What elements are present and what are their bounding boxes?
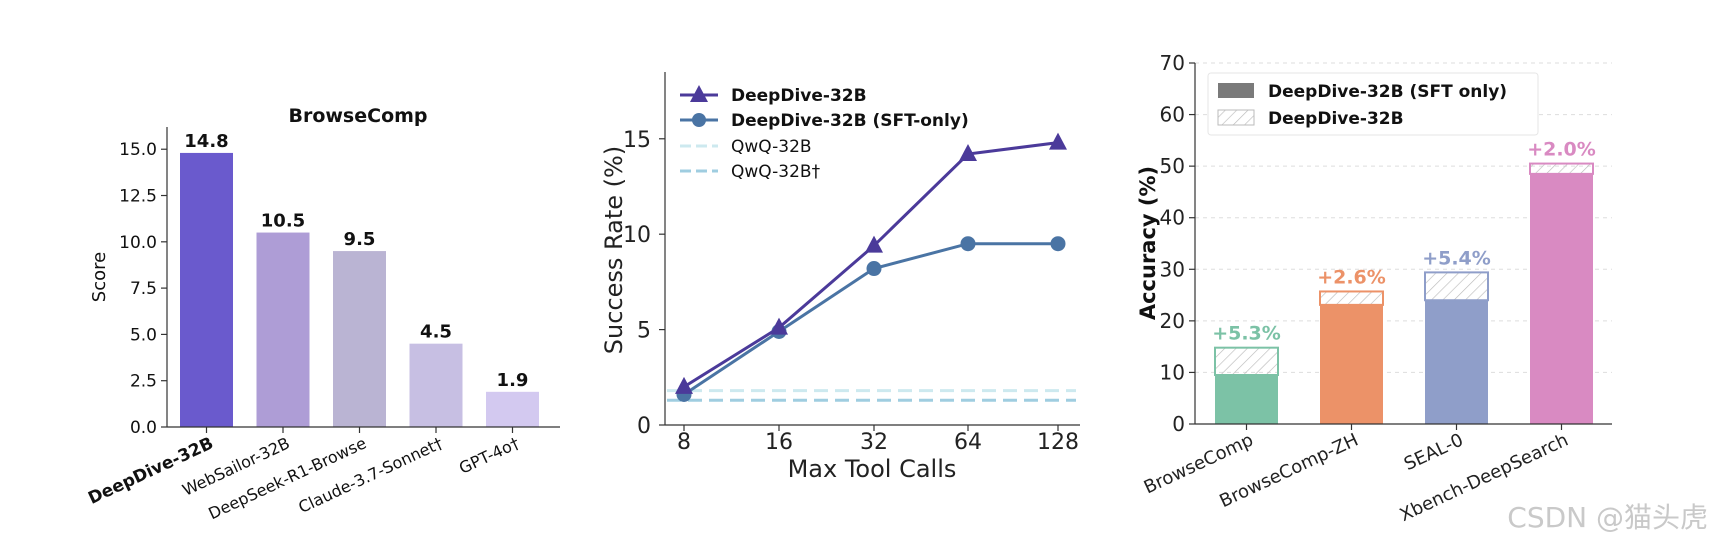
chart-1-y-ticks: 0.0 2.5 5.0 7.5 10.0 12.5 15.0 [119,140,167,438]
chart-2-x-tick-label: 128 [1037,430,1079,455]
chart-2-x-tick-label: 16 [765,430,793,455]
chart-1-y-tick-label: 2.5 [130,372,157,392]
chart-3-legend: DeepDive-32B (SFT only) DeepDive-32B [1207,72,1539,136]
chart-3-bar-sft-only [1425,300,1488,424]
chart-3-bar-sft-only [1320,304,1383,424]
chart-1-x-tick-label: GPT-4o† [456,433,522,477]
chart-3-legend-label: DeepDive-32B (SFT only) [1268,82,1507,102]
chart-3-gain-labels: +5.3% +2.6% +5.4% +2.0% [1212,139,1596,345]
chart-2-point-triangle [1049,132,1067,150]
chart-3-y-tick-label: 10 [1160,360,1185,384]
chart-2-point-circle [1050,236,1066,252]
chart-2-y-tick-label: 10 [623,223,651,248]
chart-2-x-tick-label: 32 [860,430,888,455]
chart-1-y-tick-label: 12.5 [119,187,157,207]
chart-1-x-tick-label: DeepDive-32B [85,433,216,508]
chart-3-bar-gain [1529,162,1594,175]
chart-1-bar [333,251,386,427]
chart-3-bar-gain [1319,290,1384,306]
panel-browsecomp-bar-chart: BrowseComp Score 0.0 2.5 5.0 7.5 10.0 12.5 15.… [85,105,560,523]
chart-2-series [667,132,1076,402]
chart-3-bars [1214,162,1594,424]
chart-3-gain-label: +2.6% [1317,266,1386,288]
chart-3-legend-swatch-hatched [1217,109,1255,126]
chart-1-bar [409,343,463,427]
chart-1-bar [256,232,310,427]
chart-2-y-tick-label: 5 [637,319,651,344]
chart-2-point-triangle [675,376,693,394]
chart-3-y-tick-label: 60 [1160,103,1185,127]
chart-1-value-label: 14.8 [184,131,228,152]
chart-2-legend-label: DeepDive-32B (SFT-only) [731,111,969,131]
chart-3-ylabel: Accuracy (%) [1136,166,1160,320]
chart-1-y-tick-label: 7.5 [130,279,157,299]
chart-2-ylabel: Success Rate (%) [600,146,628,354]
chart-2-legend-marker [692,113,706,127]
chart-3-y-ticks: 0 10 20 30 40 50 60 70 [1160,51,1195,436]
chart-1-value-labels: 14.8 10.5 9.5 4.5 1.9 [184,131,528,391]
chart-3-gain-label: +2.0% [1527,139,1596,161]
chart-2-point-triangle [959,144,977,162]
chart-2-point-triangle [865,235,883,253]
watermark: CSDN @猫头虎 [1507,501,1708,534]
chart-2-point-triangle [770,317,788,335]
chart-2-x-ticks: 8 16 32 64 128 [677,425,1079,455]
chart-1-x-tick-label: Claude-3.7-Sonnet† [295,433,445,517]
chart-1-y-tick-label: 5.0 [130,325,157,345]
chart-3-y-tick-label: 30 [1160,257,1185,281]
chart-3-legend-swatch-solid [1218,83,1254,98]
chart-1-bar [486,391,539,427]
chart-2-point-circle [960,236,976,252]
chart-3-x-tick-label: SEAL-0 [1401,429,1467,475]
chart-2-y-tick-label: 0 [637,414,651,439]
chart-2-legend: DeepDive-32B DeepDive-32B (SFT-only) QwQ-3… [680,85,969,182]
chart-2-y-tick-label: 15 [623,128,651,153]
chart-1-y-tick-label: 15.0 [119,140,157,160]
chart-3-y-tick-label: 40 [1160,206,1185,230]
chart-2-x-tick-label: 64 [954,430,982,455]
chart-3-y-tick-label: 0 [1172,412,1185,436]
chart-3-bar-sft-only [1530,173,1593,424]
chart-3-bar-sft-only [1215,375,1278,424]
chart-1-y-tick-label: 0.0 [130,418,157,438]
chart-1-value-label: 4.5 [420,322,452,343]
chart-2-legend-marker [690,85,708,102]
chart-1-bar [180,152,233,428]
chart-3-y-tick-label: 50 [1160,154,1185,178]
chart-3-y-tick-label: 70 [1160,51,1185,75]
chart-1-x-ticks: DeepDive-32BWebSailor-32BDeepSeek-R1-Bro… [85,427,522,523]
chart-2-legend-label: QwQ-32B† [731,162,821,182]
chart-3-gain-label: +5.3% [1212,323,1281,345]
chart-1-value-label: 10.5 [261,211,305,232]
chart-3-y-tick-label: 20 [1160,309,1185,333]
chart-2-legend-label: DeepDive-32B [731,86,867,106]
chart-2-point-circle [866,261,882,277]
chart-3-gain-label: +5.4% [1422,247,1491,269]
chart-2-xlabel: Max Tool Calls [788,455,957,483]
chart-1-title: BrowseComp [288,105,427,127]
chart-1-ylabel: Score [89,252,110,302]
chart-3-legend-box [1207,72,1539,136]
panel-tool-calls-line-chart: Success Rate (%) Max Tool Calls 0 5 10 15 8… [600,72,1080,483]
chart-3-bar-gain [1214,346,1279,377]
chart-2-x-tick-label: 8 [677,430,691,455]
chart-1-bars [180,152,539,428]
chart-1-value-label: 1.9 [497,370,529,391]
chart-1-y-tick-label: 10.0 [119,233,157,253]
chart-3-legend-label: DeepDive-32B [1268,109,1404,129]
chart-3-bar-gain [1424,271,1489,302]
chart-1-value-label: 9.5 [344,229,376,250]
chart-2-legend-label: QwQ-32B [731,137,812,157]
chart-2-y-ticks: 0 5 10 15 [623,128,665,439]
